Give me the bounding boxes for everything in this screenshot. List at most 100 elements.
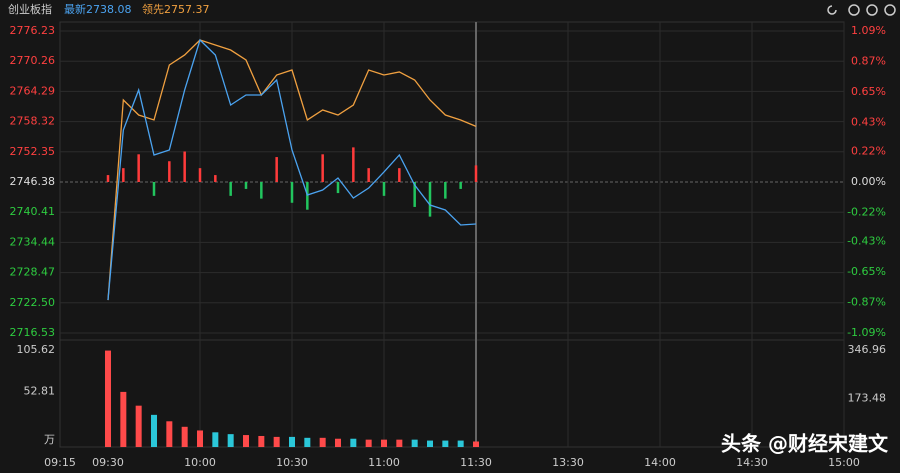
y-tick-label: 2746.38 bbox=[10, 175, 56, 188]
bar bbox=[135, 405, 142, 447]
legend-name: 最新 bbox=[64, 2, 86, 16]
bar bbox=[151, 414, 157, 447]
legend-lead: 领先2757.37 bbox=[142, 3, 210, 16]
y-tick-label: 2722.50 bbox=[10, 296, 56, 309]
x-tick-label: 13:30 bbox=[552, 456, 584, 469]
y2-tick-label: 0.87% bbox=[851, 54, 886, 67]
y-tick-label: 2716.53 bbox=[10, 326, 56, 339]
bar bbox=[381, 439, 387, 447]
y-tick-label: 2734.44 bbox=[10, 235, 56, 248]
bar bbox=[120, 391, 127, 447]
volume-y2-tick-label: 346.96 bbox=[848, 343, 887, 356]
bar bbox=[427, 440, 433, 447]
bar bbox=[229, 182, 232, 196]
bar bbox=[214, 175, 217, 182]
bar bbox=[474, 165, 478, 182]
bar bbox=[306, 182, 309, 210]
bar bbox=[275, 157, 278, 182]
toolbar[interactable] bbox=[827, 4, 896, 16]
bar bbox=[243, 435, 249, 447]
legend-name: 领先 bbox=[142, 3, 164, 16]
bar bbox=[398, 168, 401, 182]
y-tick-label: 2740.41 bbox=[10, 205, 56, 218]
bar bbox=[382, 182, 386, 196]
bar bbox=[442, 440, 449, 447]
y-tick-label: 2770.26 bbox=[10, 54, 56, 67]
settings-icon[interactable] bbox=[884, 4, 896, 16]
x-tick-label: 10:00 bbox=[184, 456, 216, 469]
x-tick-label: 09:15 bbox=[44, 456, 76, 469]
legend-latest: 最新2738.08 bbox=[64, 2, 132, 16]
undo-icon[interactable] bbox=[827, 5, 837, 15]
bar bbox=[260, 182, 263, 199]
bar bbox=[212, 432, 219, 447]
x-tick-label: 11:30 bbox=[460, 456, 492, 469]
bar bbox=[319, 437, 326, 447]
bar bbox=[304, 437, 311, 447]
volume-tick-label: 52.81 bbox=[24, 385, 56, 398]
bar bbox=[181, 426, 188, 447]
y2-tick-label: -1.09% bbox=[847, 326, 886, 339]
bar bbox=[352, 147, 355, 182]
y-tick-label: 2776.23 bbox=[10, 24, 56, 37]
y2-tick-label: -0.22% bbox=[847, 205, 886, 218]
y2-tick-label: -0.87% bbox=[847, 296, 886, 309]
bar bbox=[289, 436, 295, 447]
bar bbox=[244, 182, 248, 189]
y-tick-label: 2752.35 bbox=[10, 145, 56, 158]
volume-y2-tick-label: 173.48 bbox=[848, 392, 887, 405]
x-tick-label: 10:30 bbox=[276, 456, 308, 469]
bar bbox=[335, 438, 341, 447]
bar bbox=[122, 168, 125, 182]
bar bbox=[137, 154, 140, 182]
bar bbox=[396, 439, 403, 447]
x-tick-label: 15:00 bbox=[828, 456, 860, 469]
zoom-in-icon[interactable] bbox=[848, 4, 860, 16]
x-tick-label: 14:00 bbox=[644, 456, 676, 469]
bar bbox=[411, 439, 418, 447]
bar bbox=[106, 175, 110, 182]
bar bbox=[473, 441, 479, 447]
x-tick-label: 09:30 bbox=[92, 456, 124, 469]
bar bbox=[350, 438, 357, 447]
legend-value: 2757.37 bbox=[164, 3, 210, 16]
bar bbox=[367, 168, 370, 182]
x-tick-label: 14:30 bbox=[736, 456, 768, 469]
bar bbox=[168, 161, 171, 182]
y2-tick-label: 1.09% bbox=[851, 24, 886, 37]
bar bbox=[428, 182, 432, 217]
bar bbox=[290, 182, 294, 203]
bar bbox=[166, 421, 173, 447]
zoom-out-icon[interactable] bbox=[866, 4, 878, 16]
bar bbox=[444, 182, 447, 199]
y2-tick-label: -0.65% bbox=[847, 265, 886, 278]
y2-tick-label: -0.43% bbox=[847, 235, 886, 248]
bar bbox=[365, 439, 372, 447]
bar bbox=[321, 154, 324, 182]
bar bbox=[198, 168, 202, 182]
bar bbox=[336, 182, 340, 194]
y-tick-label: 2728.47 bbox=[10, 266, 56, 279]
y2-tick-label: 0.00% bbox=[851, 175, 886, 188]
y-tick-label: 2758.32 bbox=[10, 115, 56, 128]
y-tick-label: 2764.29 bbox=[10, 84, 56, 97]
bar bbox=[152, 182, 156, 196]
bar bbox=[105, 350, 111, 447]
watermark: 头条 @财经宋建文 bbox=[721, 432, 889, 456]
bar bbox=[227, 434, 234, 447]
bar bbox=[459, 182, 462, 189]
chart-title: 创业板指 bbox=[8, 2, 52, 16]
y2-tick-label: 0.43% bbox=[851, 115, 886, 128]
x-tick-label: 11:00 bbox=[368, 456, 400, 469]
y2-tick-label: 0.22% bbox=[851, 145, 886, 158]
volume-tick-label: 万 bbox=[44, 433, 55, 446]
y2-tick-label: 0.65% bbox=[851, 85, 886, 98]
legend-value: 2738.08 bbox=[86, 3, 132, 16]
bar bbox=[258, 435, 265, 447]
bar bbox=[413, 182, 416, 207]
line bbox=[107, 38, 477, 301]
bar bbox=[273, 436, 280, 447]
bar bbox=[183, 151, 186, 182]
